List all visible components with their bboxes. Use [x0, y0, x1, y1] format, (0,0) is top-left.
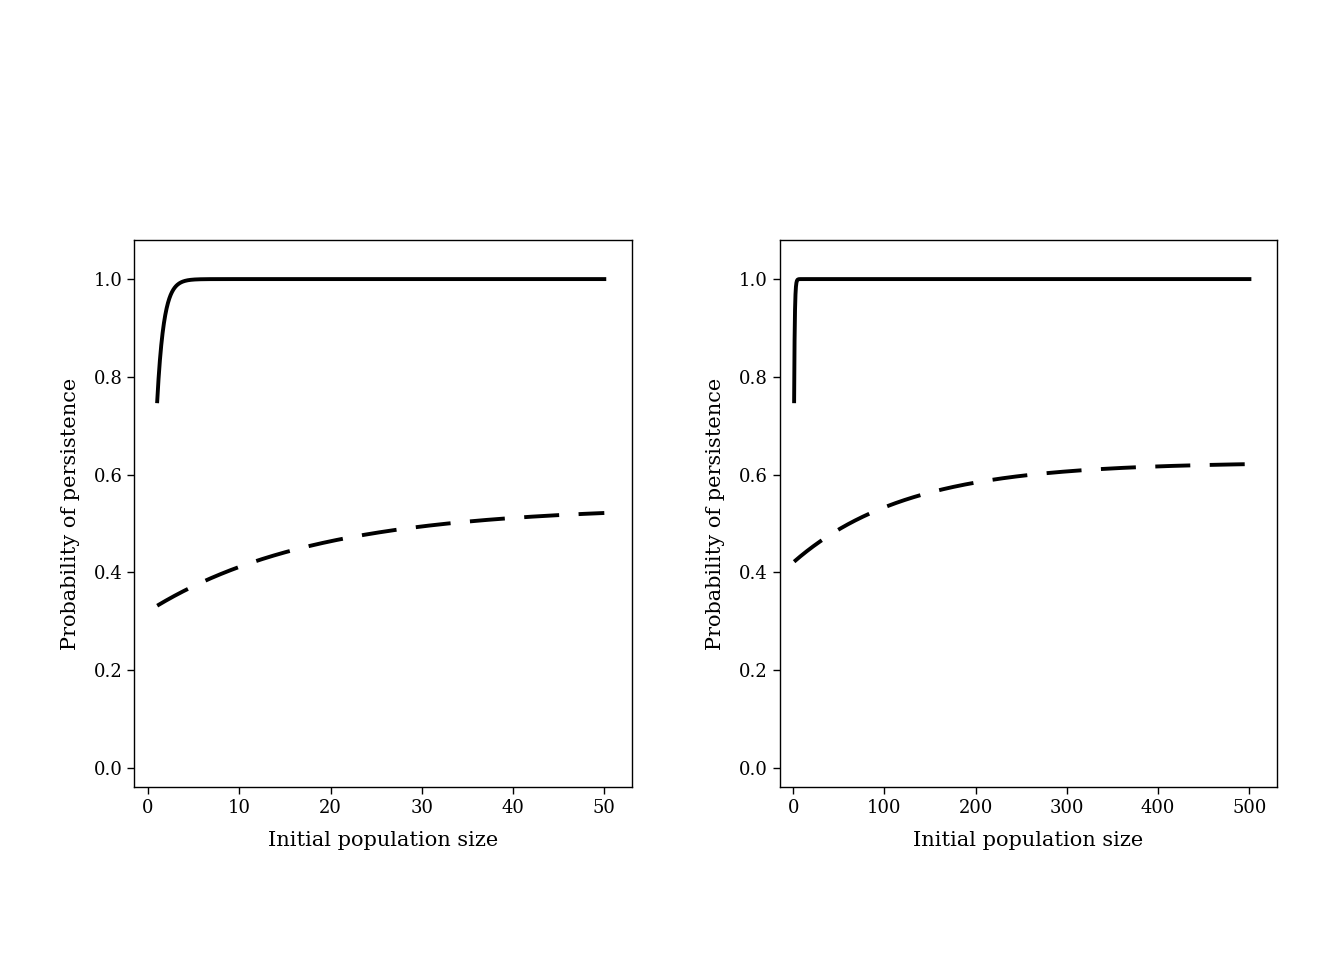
Y-axis label: Probability of persistence: Probability of persistence — [60, 377, 79, 650]
Y-axis label: Probability of persistence: Probability of persistence — [706, 377, 724, 650]
X-axis label: Initial population size: Initial population size — [267, 831, 499, 850]
X-axis label: Initial population size: Initial population size — [913, 831, 1144, 850]
